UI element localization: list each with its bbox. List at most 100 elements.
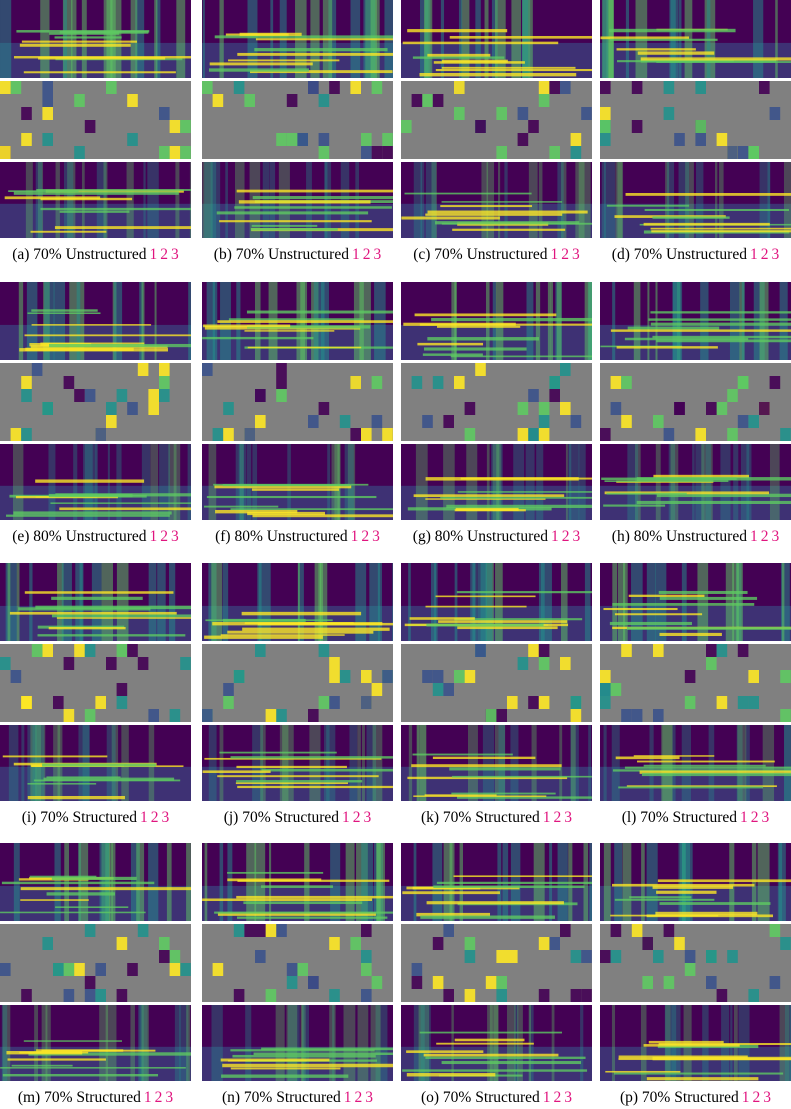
audio-link[interactable]: 3 <box>763 1089 772 1106</box>
audio-link[interactable]: 1 <box>149 246 158 263</box>
audio-link[interactable]: 2 <box>553 809 562 826</box>
spectrogram-stack <box>202 843 393 1081</box>
masked-spectrogram <box>0 924 191 1002</box>
audio-link[interactable]: 1 <box>749 246 758 263</box>
audio-link[interactable]: 2 <box>553 1089 562 1106</box>
masked-spectrogram <box>600 363 791 441</box>
spectrogram-stack <box>401 843 592 1081</box>
audio-link[interactable]: 1 <box>542 1089 551 1106</box>
caption-text: (b) 70% Unstructured <box>213 246 349 263</box>
audio-link[interactable]: 3 <box>572 528 581 545</box>
audio-link[interactable]: 3 <box>171 528 179 545</box>
audio-link[interactable]: 1 <box>749 528 758 545</box>
audio-link[interactable]: 3 <box>564 1089 573 1106</box>
audio-link[interactable]: 2 <box>760 246 769 263</box>
audio-link[interactable]: 2 <box>354 1089 363 1106</box>
masked-spectrogram <box>202 363 393 441</box>
caption: (n) 70% Structured 1 2 3 <box>196 1089 399 1107</box>
spectrogram <box>401 843 592 921</box>
audio-link[interactable]: 2 <box>150 809 159 826</box>
masked-spectrogram <box>202 924 393 1002</box>
spectrogram-stack <box>600 843 791 1081</box>
audio-link[interactable]: 2 <box>361 528 370 545</box>
audio-link[interactable]: 1 <box>149 528 158 545</box>
caption: (l) 70% Structured 1 2 3 <box>594 809 791 827</box>
caption-text: (l) 70% Structured <box>621 809 738 826</box>
audio-link[interactable]: 3 <box>771 528 780 545</box>
spectrogram <box>401 282 592 360</box>
audio-link[interactable]: 3 <box>363 809 372 826</box>
subfigure: (h) 80% Unstructured 1 2 3 <box>600 282 791 545</box>
audio-link[interactable]: 2 <box>160 246 169 263</box>
spectrogram <box>600 162 791 238</box>
caption-text: (p) 70% Structured <box>619 1089 739 1106</box>
audio-link[interactable]: 3 <box>771 246 780 263</box>
spectrogram <box>600 0 791 78</box>
audio-link[interactable]: 2 <box>760 528 769 545</box>
audio-link[interactable]: 1 <box>143 1089 152 1106</box>
audio-link[interactable]: 3 <box>373 246 382 263</box>
spectrogram <box>0 0 191 78</box>
spectrogram <box>202 282 393 360</box>
caption-text: (h) 80% Unstructured <box>611 528 747 545</box>
caption: (f) 80% Unstructured 1 2 3 <box>196 528 399 546</box>
audio-link[interactable]: 1 <box>542 809 551 826</box>
audio-link[interactable]: 3 <box>372 528 380 545</box>
subfigure: (m) 70% Structured 1 2 3 <box>0 843 191 1106</box>
masked-spectrogram <box>202 644 393 722</box>
spectrogram <box>600 563 791 641</box>
audio-link[interactable]: 3 <box>564 809 573 826</box>
subfigure: (c) 70% Unstructured 1 2 3 <box>401 0 592 263</box>
audio-link[interactable]: 2 <box>752 1089 761 1106</box>
caption-text: (f) 80% Unstructured <box>215 528 348 545</box>
audio-link[interactable]: 1 <box>342 809 350 826</box>
audio-link[interactable]: 1 <box>343 1089 352 1106</box>
audio-link[interactable]: 2 <box>561 528 570 545</box>
audio-link[interactable]: 1 <box>550 528 559 545</box>
audio-link[interactable]: 2 <box>352 809 361 826</box>
caption: (k) 70% Structured 1 2 3 <box>395 809 598 827</box>
subfigure: (a) 70% Unstructured 1 2 3 <box>0 0 191 263</box>
caption-text: (c) 70% Unstructured <box>413 246 548 263</box>
audio-link[interactable]: 1 <box>550 246 559 263</box>
spectrogram <box>202 843 393 921</box>
audio-link[interactable]: 1 <box>741 1089 750 1106</box>
audio-link[interactable]: 2 <box>154 1089 163 1106</box>
caption: (i) 70% Structured 1 2 3 <box>0 809 197 827</box>
audio-link[interactable]: 3 <box>572 246 580 263</box>
subfigure: (k) 70% Structured 1 2 3 <box>401 563 592 826</box>
caption-text: (g) 80% Unstructured <box>412 528 548 545</box>
audio-link[interactable]: 3 <box>161 809 170 826</box>
spectrogram <box>600 282 791 360</box>
audio-link[interactable]: 1 <box>740 809 748 826</box>
audio-link[interactable]: 1 <box>350 528 359 545</box>
audio-link[interactable]: 2 <box>362 246 371 263</box>
spectrogram-stack <box>202 282 393 520</box>
masked-spectrogram <box>401 924 592 1002</box>
spectrogram-stack <box>0 843 191 1081</box>
audio-link[interactable]: 3 <box>761 809 770 826</box>
spectrogram-stack <box>0 563 191 801</box>
audio-link[interactable]: 3 <box>165 1089 174 1106</box>
masked-spectrogram <box>202 81 393 159</box>
spectrogram-stack <box>0 282 191 520</box>
spectrogram <box>202 0 393 78</box>
masked-spectrogram <box>401 81 592 159</box>
spectrogram <box>202 162 393 238</box>
spectrogram <box>401 444 592 520</box>
audio-link[interactable]: 1 <box>351 246 360 263</box>
audio-link[interactable]: 2 <box>160 528 169 545</box>
caption: (b) 70% Unstructured 1 2 3 <box>196 246 399 264</box>
audio-link[interactable]: 3 <box>365 1089 374 1106</box>
audio-link[interactable]: 3 <box>171 246 179 263</box>
spectrogram <box>401 0 592 78</box>
masked-spectrogram <box>600 924 791 1002</box>
audio-link[interactable]: 1 <box>140 809 148 826</box>
spectrogram <box>0 843 191 921</box>
caption-text: (k) 70% Structured <box>420 809 540 826</box>
audio-link[interactable]: 2 <box>561 246 570 263</box>
caption-text: (a) 70% Unstructured <box>12 246 147 263</box>
spectrogram <box>202 444 393 520</box>
audio-link[interactable]: 2 <box>750 809 759 826</box>
masked-spectrogram <box>600 81 791 159</box>
